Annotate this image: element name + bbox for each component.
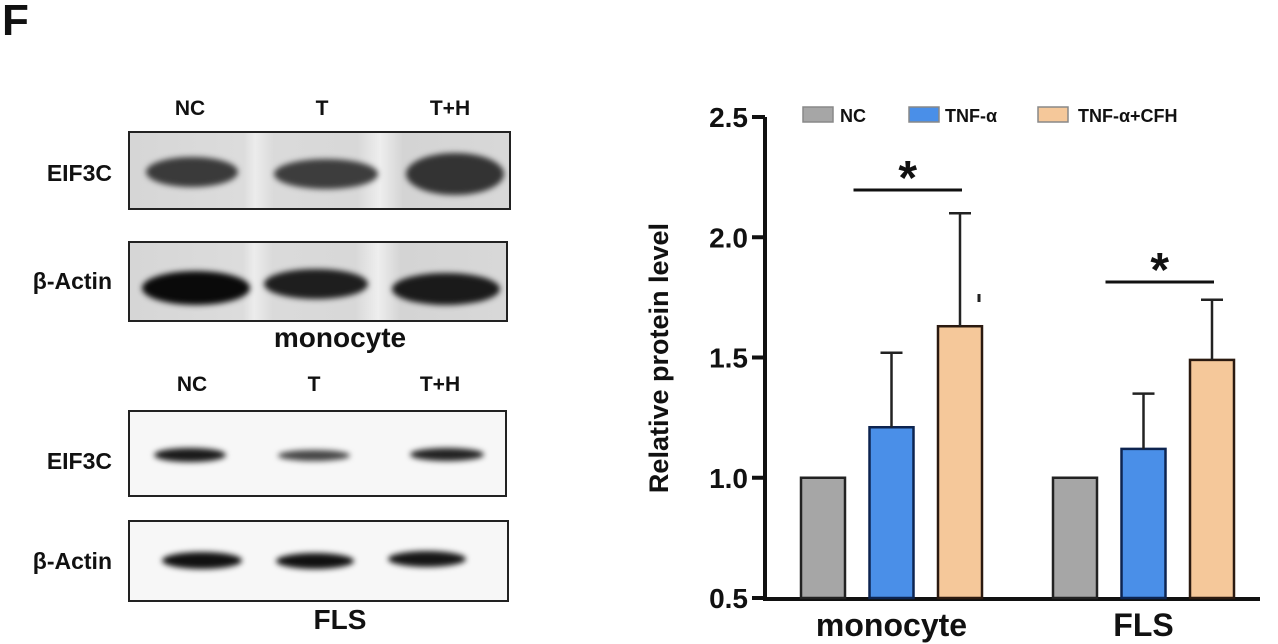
y-tick-label: 2.5 — [709, 102, 748, 133]
legend-label: TNF-α — [945, 106, 997, 126]
significance-star: * — [1150, 244, 1169, 297]
x-tick-label: monocyte — [816, 607, 967, 643]
blot-caption-fls: FLS — [313, 604, 367, 635]
x-tick-label: FLS — [1113, 607, 1173, 643]
lane-label: T — [307, 373, 321, 396]
legend-swatch — [1037, 106, 1069, 123]
blot-image-beta-actin-monocyte — [128, 241, 508, 322]
legend-label: NC — [840, 106, 866, 126]
lane-label: T — [315, 97, 329, 120]
x-axis-labels: monocyte FLS — [816, 607, 1174, 643]
blot-image-beta-actin-fls — [128, 520, 509, 602]
significance-star: * — [898, 152, 917, 205]
bar-FLS-tnfcfh — [1188, 358, 1236, 600]
row-label-eif3c: EIF3C — [46, 160, 112, 186]
lane-label: NC — [176, 373, 208, 396]
row-label-beta-actin: β-Actin — [32, 548, 112, 574]
bar-monocyte-nc — [799, 476, 847, 600]
lane-label: NC — [174, 97, 206, 120]
y-tick-label: 1.5 — [709, 343, 748, 374]
bars-group: ** — [799, 152, 1236, 600]
y-axis-label: Relative protein level — [644, 223, 674, 493]
bar-FLS-nc — [1051, 476, 1099, 600]
row-label-eif3c: EIF3C — [46, 448, 112, 474]
bar-monocyte-tnfcfh — [936, 324, 984, 600]
bar-FLS-tnf — [1120, 447, 1167, 600]
legend: NC TNF-α TNF-α+CFH — [802, 106, 1178, 126]
blot-image-eif3c-monocyte — [128, 131, 511, 210]
lane-label: T+H — [429, 97, 471, 120]
lane-label: T+H — [419, 373, 461, 396]
blot-caption-monocyte: monocyte — [273, 322, 407, 353]
row-label-beta-actin: β-Actin — [32, 268, 112, 294]
blot-image-eif3c-fls — [128, 410, 507, 497]
panel-letter: F — [2, 0, 29, 45]
legend-swatch — [802, 106, 834, 123]
y-tick-label: 2.0 — [709, 222, 748, 253]
y-tick-label: 1.0 — [709, 463, 748, 494]
bar-monocyte-tnf — [868, 425, 915, 600]
legend-label: TNF-α+CFH — [1078, 106, 1178, 126]
legend-swatch — [908, 106, 940, 123]
y-tick-label: 0.5 — [709, 583, 748, 614]
y-axis-ticks: 0.5 1.0 1.5 2.0 2.5 — [709, 102, 765, 614]
